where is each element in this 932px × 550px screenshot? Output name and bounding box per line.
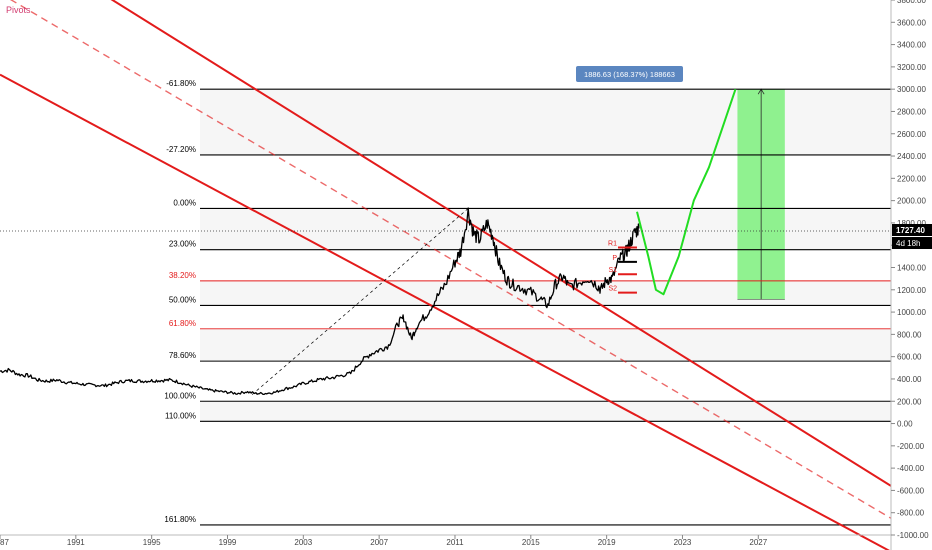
projection-curve <box>636 88 737 296</box>
y-tick-label: 1400.00 <box>897 264 926 273</box>
x-tick-label: 2023 <box>674 538 692 547</box>
price-tags: 1727.40 4d 18h 1886.63 (168.37%) 188663 <box>576 66 932 250</box>
fib-label: 61.80% <box>169 319 196 328</box>
fib-label: -27.20% <box>166 145 196 154</box>
measure-label-box <box>576 66 683 82</box>
y-tick-label: -200.00 <box>897 442 925 451</box>
fib-band <box>200 208 891 250</box>
indicator-label: Pivots <box>6 5 31 15</box>
x-tick-label: 1995 <box>143 538 161 547</box>
y-tick-label: 1800.00 <box>897 219 926 228</box>
fib-label: -61.80% <box>166 79 196 88</box>
y-tick-label: 2000.00 <box>897 197 926 206</box>
fib-label: 78.60% <box>169 351 196 360</box>
fib-label: 100.00% <box>164 391 196 400</box>
y-tick-label: 800.00 <box>897 330 922 339</box>
price-line <box>0 207 640 396</box>
x-tick-label: 2011 <box>446 538 464 547</box>
y-tick-label: 400.00 <box>897 375 922 384</box>
countdown-box <box>892 237 932 250</box>
y-tick-label: 1200.00 <box>897 286 926 295</box>
fib-label: 0.00% <box>173 198 196 207</box>
price-tag-box <box>892 224 932 237</box>
fib-label: 38.20% <box>169 271 196 280</box>
x-tick-label: 2027 <box>749 538 767 547</box>
channel-lines <box>0 0 892 550</box>
y-tick-label: 1000.00 <box>897 308 926 317</box>
channel-line-lower <box>0 73 890 550</box>
fib-band <box>200 328 891 362</box>
x-tick-label: 2003 <box>294 538 312 547</box>
x-tick-label: 1991 <box>67 538 85 547</box>
channel-line-middle <box>9 0 892 519</box>
countdown-text: 4d 18h <box>896 239 920 248</box>
fib-bands <box>200 89 891 422</box>
channel-line-upper <box>110 0 892 487</box>
x-tick-label: 2007 <box>370 538 388 547</box>
y-axis: 3800.00 3600.00 3400.00 3200.00 3000.00 2800.… <box>890 0 929 550</box>
y-tick-label: -800.00 <box>897 509 925 518</box>
price-series <box>0 207 640 396</box>
fib-label: 161.80% <box>164 515 196 524</box>
price-tag-text: 1727.40 <box>896 226 925 235</box>
pivot-label: R1 <box>608 240 617 247</box>
y-tick-label: -1000.00 <box>897 531 929 540</box>
fib-band <box>200 401 891 422</box>
x-tick-label: 2019 <box>598 538 616 547</box>
fib-band <box>200 89 891 155</box>
measure-label-text: 1886.63 (168.37%) 188663 <box>584 70 675 79</box>
x-axis: 1987 1991 1995 1999 2003 2007 2011 2015 2019 2023… <box>0 534 891 547</box>
y-tick-label: 2800.00 <box>897 107 926 116</box>
pivot-label: S1 <box>608 267 617 274</box>
x-tick-label: 2015 <box>522 538 540 547</box>
y-tick-label: 200.00 <box>897 397 922 406</box>
y-tick-label: 3800.00 <box>897 0 926 5</box>
y-tick-label: -600.00 <box>897 486 925 495</box>
fib-label: 50.00% <box>169 295 196 304</box>
pivot-label: P <box>612 255 617 262</box>
pivot-levels: R1 P S1 S2 <box>608 240 637 294</box>
projection-path <box>636 88 737 296</box>
x-tick-label: 1987 <box>0 538 9 547</box>
y-tick-label: 2200.00 <box>897 174 926 183</box>
x-tick-label: 1999 <box>219 538 237 547</box>
y-tick-label: 3200.00 <box>897 63 926 72</box>
fib-label: 23.00% <box>169 240 196 249</box>
y-tick-label: 2600.00 <box>897 130 926 139</box>
y-tick-label: 0.00 <box>897 420 913 429</box>
y-tick-label: 3600.00 <box>897 18 926 27</box>
pivot-label: S2 <box>608 286 617 293</box>
projection-range <box>737 88 785 300</box>
y-tick-label: -400.00 <box>897 464 925 473</box>
fib-levels: -61.80% -27.20% 0.00% 23.00% 38.20% 50.00% 61.… <box>164 79 891 526</box>
y-tick-label: 3400.00 <box>897 41 926 50</box>
y-tick-label: 600.00 <box>897 353 922 362</box>
fib-label: 110.00% <box>165 411 196 420</box>
y-tick-label: 2400.00 <box>897 152 926 161</box>
y-tick-label: 3000.00 <box>897 85 926 94</box>
